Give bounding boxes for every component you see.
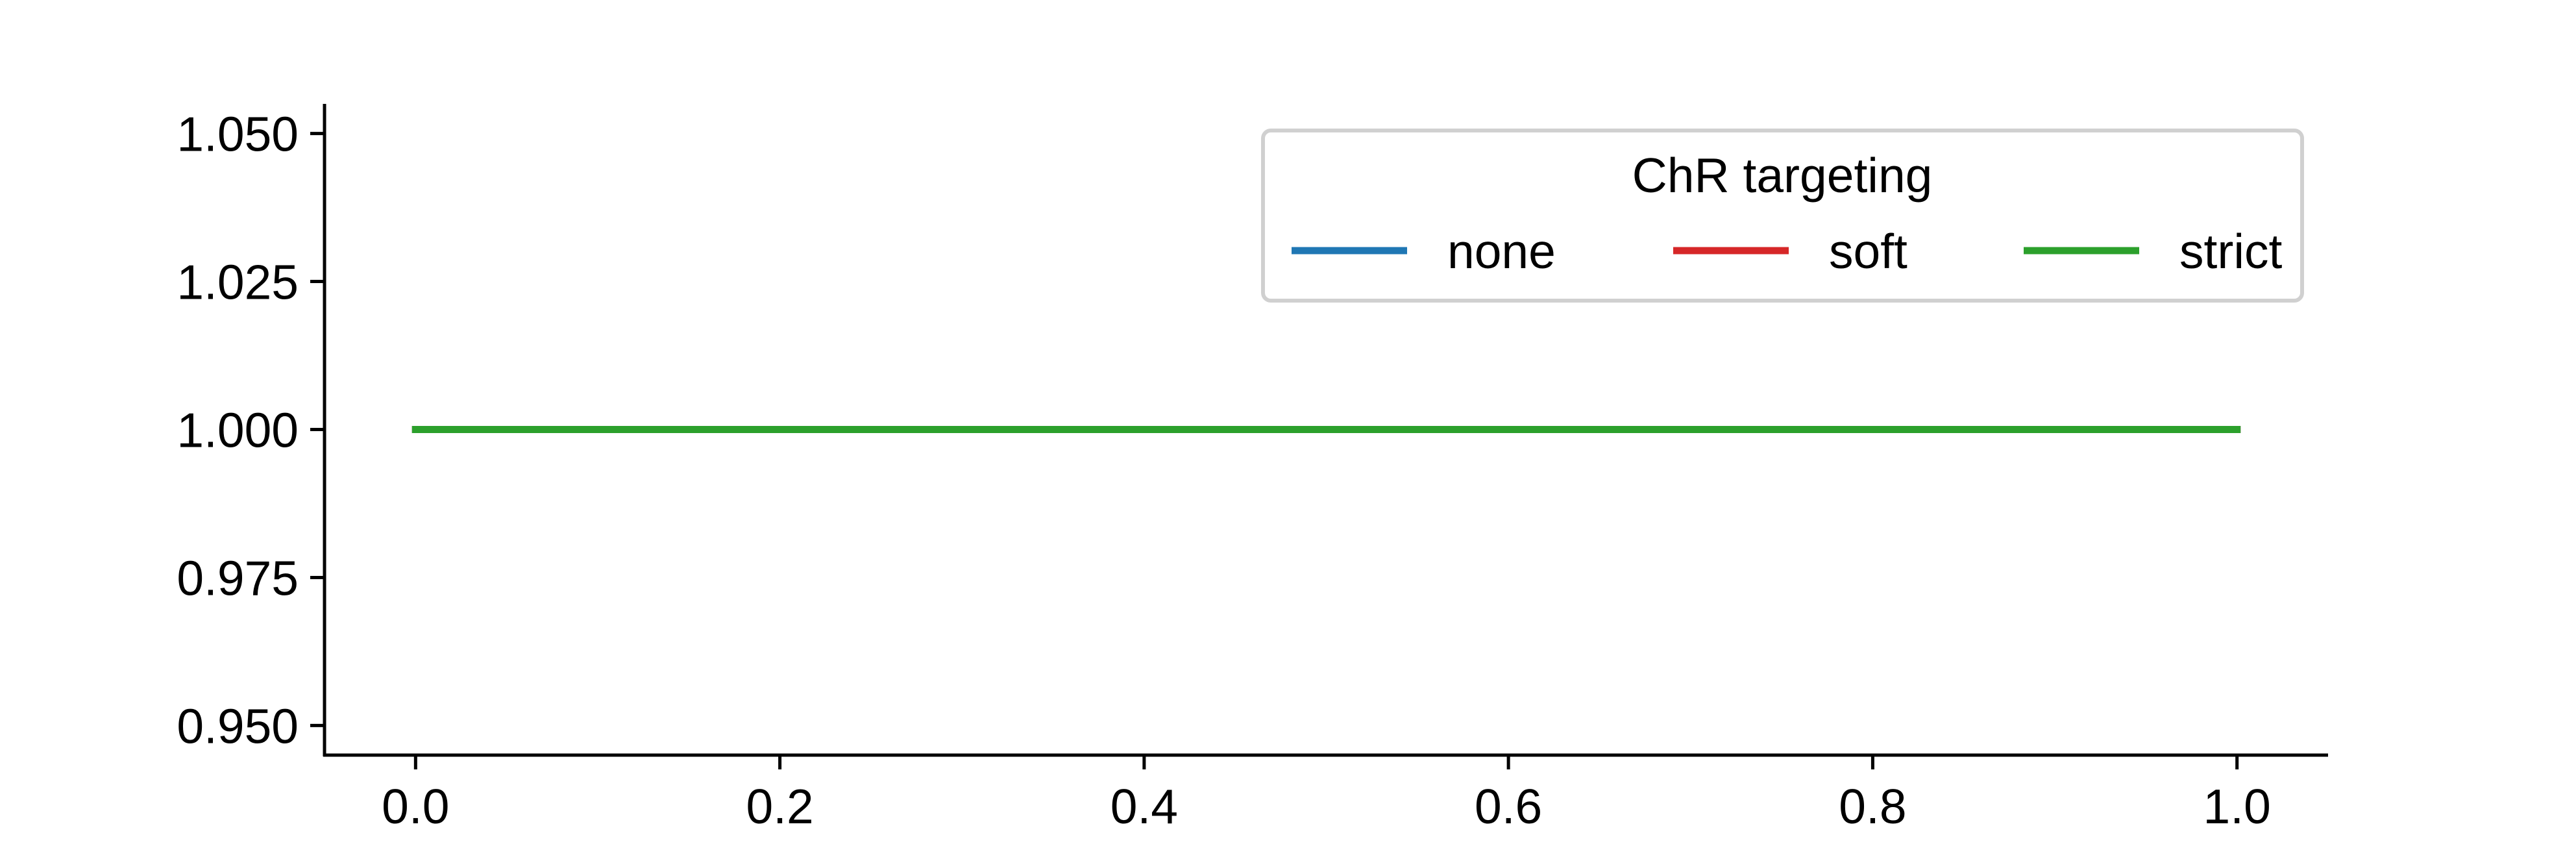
- x-tick-label: 0.4: [1110, 779, 1178, 834]
- legend-title: ChR targeting: [1632, 148, 1933, 203]
- legend-label-soft: soft: [1829, 224, 1907, 279]
- y-tick-label: 1.050: [177, 107, 299, 162]
- legend: ChR targeting none soft strict: [1261, 129, 2304, 303]
- legend-entries: none soft strict: [1292, 224, 2282, 279]
- legend-label-none: none: [1447, 224, 1556, 279]
- x-tick-label: 0.2: [746, 779, 813, 834]
- legend-label-strict: strict: [2179, 224, 2282, 279]
- y-tick-label: 1.025: [177, 255, 299, 310]
- y-axis-ticks: 0.950 0.975 1.000 1.025 1.050: [177, 107, 325, 753]
- y-tick-label: 0.950: [177, 699, 299, 753]
- legend-frame: [1261, 129, 2304, 303]
- y-tick-label: 0.975: [177, 551, 299, 605]
- x-tick-label: 0.6: [1475, 779, 1542, 834]
- x-axis-ticks: 0.0 0.2 0.4 0.6 0.8 1.0: [382, 755, 2271, 834]
- x-tick-label: 0.8: [1839, 779, 1906, 834]
- x-tick-label: 0.0: [382, 779, 449, 834]
- y-tick-label: 1.000: [177, 403, 299, 458]
- x-tick-label: 1.0: [2203, 779, 2271, 834]
